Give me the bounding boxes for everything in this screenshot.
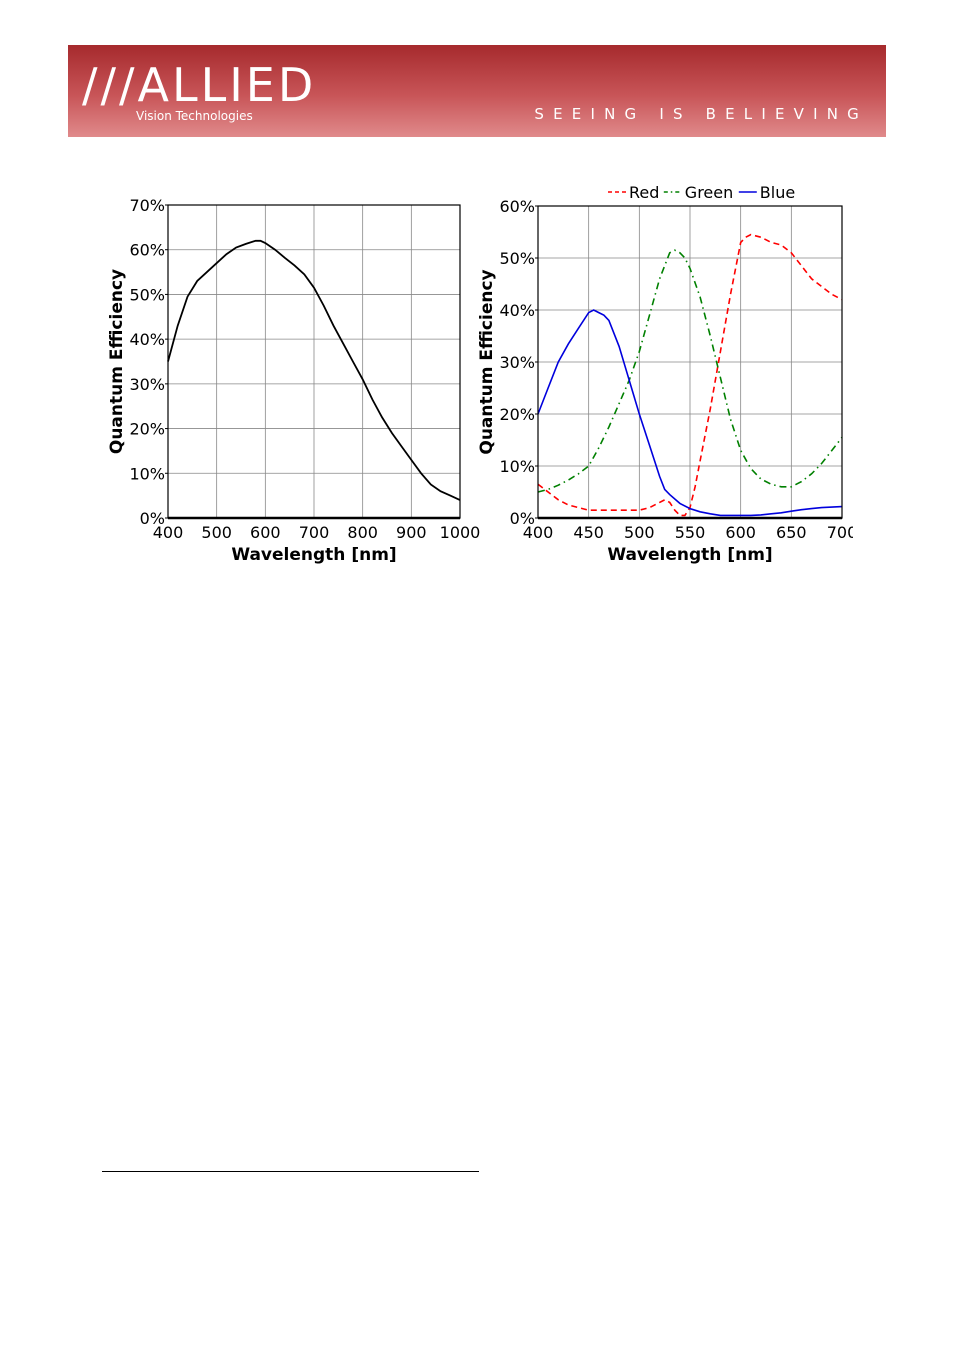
legend-label-green: Green: [685, 183, 733, 202]
series-line: [167, 239, 461, 501]
x-tick-label: 700: [299, 523, 330, 542]
y-tick-label: 0%: [140, 509, 165, 528]
y-tick-label: 60%: [499, 197, 535, 216]
y-tick-label: 60%: [129, 241, 165, 260]
y-tick-labels: 0% 10% 20% 30% 40% 50% 60%: [499, 197, 535, 528]
tagline: SEEING IS BELIEVING: [534, 105, 868, 123]
grid: [535, 205, 843, 519]
x-tick-label: 500: [624, 523, 655, 542]
series-line-red: [537, 233, 843, 517]
x-axis-label: Wavelength [nm]: [231, 545, 396, 565]
x-tick-label: 550: [675, 523, 706, 542]
allied-logo: ///ALLIED Vision Technologies: [82, 58, 316, 123]
y-tick-label: 0%: [510, 509, 535, 528]
x-tick-label: 800: [347, 523, 378, 542]
x-tick-label: 600: [250, 523, 281, 542]
x-tick-labels: 400 500 600 700 800 900 1000: [153, 523, 481, 542]
grid: [165, 204, 461, 519]
header-banner: ///ALLIED Vision Technologies SEEING IS …: [68, 45, 886, 137]
logo-main-text: ///ALLIED: [82, 58, 316, 112]
qe-color-chart: Red Green Blue 0% 10% 20% 30% 40% 50% 60% 400 450…: [477, 183, 853, 565]
x-tick-label: 600: [725, 523, 756, 542]
y-tick-label: 40%: [499, 301, 535, 320]
qe-monochrome-chart: 0% 10% 20% 30% 40% 50% 60% 70% 400 500 600 700 800 9…: [107, 196, 481, 565]
x-tick-label: 1000: [440, 523, 481, 542]
legend-label-red: Red: [629, 183, 659, 202]
legend-label-blue: Blue: [760, 183, 795, 202]
y-tick-label: 50%: [499, 249, 535, 268]
x-tick-label: 900: [396, 523, 427, 542]
x-tick-label: 700: [827, 523, 853, 542]
y-axis-label: Quantum Efficiency: [477, 269, 497, 454]
x-axis-label: Wavelength [nm]: [607, 545, 772, 565]
x-tick-label: 450: [573, 523, 604, 542]
y-tick-label: 20%: [499, 405, 535, 424]
y-tick-label: 30%: [499, 353, 535, 372]
y-tick-label: 20%: [129, 420, 165, 439]
y-tick-label: 10%: [129, 464, 165, 483]
logo-sub-text: Vision Technologies: [136, 109, 253, 123]
x-tick-label: 400: [153, 523, 184, 542]
y-axis-label: Quantum Efficiency: [107, 269, 127, 454]
x-tick-label: 650: [776, 523, 807, 542]
y-tick-labels: 0% 10% 20% 30% 40% 50% 60% 70%: [129, 196, 165, 528]
y-tick-label: 40%: [129, 330, 165, 349]
series-layer: [167, 239, 461, 501]
x-tick-labels: 400 450 500 550 600 650 700: [523, 523, 853, 542]
series-layer: [537, 233, 843, 517]
x-tick-label: 400: [523, 523, 554, 542]
x-tick-label: 500: [201, 523, 232, 542]
y-tick-label: 30%: [129, 375, 165, 394]
series-line-blue: [537, 309, 843, 517]
y-tick-label: 10%: [499, 457, 535, 476]
legend: Red Green Blue: [608, 183, 795, 202]
footnote-divider: [102, 1171, 479, 1172]
y-tick-label: 70%: [129, 196, 165, 215]
y-tick-label: 50%: [129, 285, 165, 304]
